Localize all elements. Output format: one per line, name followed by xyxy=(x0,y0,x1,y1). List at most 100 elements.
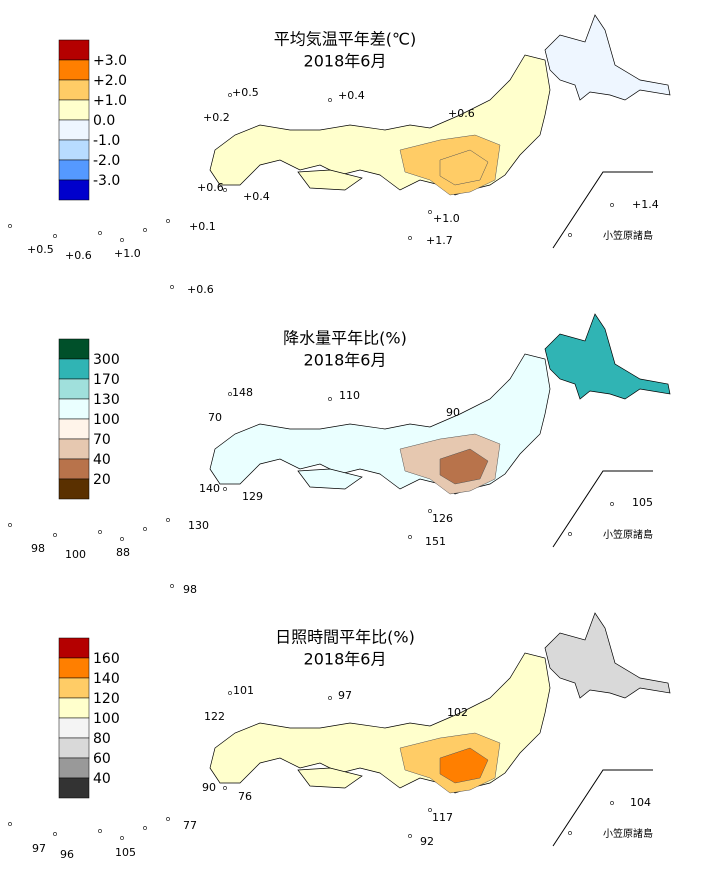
legend-swatch xyxy=(58,637,90,659)
station-value: 98 xyxy=(31,542,45,555)
shikoku xyxy=(297,767,363,789)
station-value: 105 xyxy=(632,496,653,509)
legend-swatch xyxy=(58,478,90,500)
legend-label: -3.0 xyxy=(93,173,120,189)
station-value: 76 xyxy=(238,790,252,803)
honshu xyxy=(209,353,551,495)
island xyxy=(8,224,12,228)
island xyxy=(98,530,102,534)
island xyxy=(120,537,124,541)
island xyxy=(170,584,174,588)
honshu xyxy=(209,54,551,196)
legend-label: 0.0 xyxy=(93,113,115,129)
island xyxy=(120,836,124,840)
legend-swatch xyxy=(58,677,90,699)
station-value: 140 xyxy=(199,482,220,495)
station-value: +0.4 xyxy=(243,190,270,203)
legend-swatch xyxy=(58,458,90,480)
hokkaido xyxy=(544,612,671,699)
region-core xyxy=(439,448,489,485)
island xyxy=(408,834,412,838)
legend-label: 120 xyxy=(93,691,120,707)
station-value: +1.0 xyxy=(114,247,141,260)
island xyxy=(568,532,572,536)
hokkaido xyxy=(544,14,671,101)
legend-label: 100 xyxy=(93,412,120,428)
island xyxy=(228,392,232,396)
station-value: +1.7 xyxy=(426,234,453,247)
legend-label: 130 xyxy=(93,392,120,408)
island xyxy=(610,502,614,506)
island xyxy=(53,832,57,836)
station-value: 90 xyxy=(446,406,460,419)
island xyxy=(170,285,174,289)
panel-title: 日照時間平年比(%) xyxy=(275,628,415,647)
legend-swatch xyxy=(58,358,90,380)
legend-label: -2.0 xyxy=(93,153,120,169)
legend-swatch xyxy=(58,39,90,61)
panel-subtitle: 2018年6月 xyxy=(304,52,387,71)
island xyxy=(328,397,332,401)
legend-swatch xyxy=(58,59,90,81)
legend-label: +1.0 xyxy=(93,93,127,109)
station-value: 122 xyxy=(204,710,225,723)
station-value: 117 xyxy=(432,811,453,824)
inset-border xyxy=(552,171,653,249)
legend-swatch xyxy=(58,697,90,719)
legend-swatch xyxy=(58,179,90,201)
inset-border xyxy=(552,470,653,548)
island xyxy=(53,533,57,537)
station-value: 102 xyxy=(447,706,468,719)
island xyxy=(166,817,170,821)
island xyxy=(228,93,232,97)
region-core xyxy=(439,149,489,186)
station-value: 97 xyxy=(32,842,46,855)
panel: 日照時間平年比(%) 2018年6月 160 140 120 100 80 60 40 小笠原諸島… xyxy=(8,612,671,861)
station-value: 98 xyxy=(183,583,197,596)
inset-label: 小笠原諸島 xyxy=(603,229,653,242)
island xyxy=(143,228,147,232)
station-value: +0.1 xyxy=(189,220,216,233)
station-value: 88 xyxy=(116,546,130,559)
legend-swatch xyxy=(58,99,90,121)
station-value: +0.5 xyxy=(232,86,259,99)
legend-label: 160 xyxy=(93,651,120,667)
island xyxy=(98,829,102,833)
station-value: 100 xyxy=(65,548,86,561)
station-value: +0.4 xyxy=(338,89,365,102)
island xyxy=(223,487,227,491)
legend-label: +2.0 xyxy=(93,73,127,89)
station-value: 77 xyxy=(183,819,197,832)
legend-label: 40 xyxy=(93,771,111,787)
legend-swatch xyxy=(58,657,90,679)
legend-swatch xyxy=(58,139,90,161)
island xyxy=(568,831,572,835)
panel-title: 平均気温平年差(℃) xyxy=(274,30,416,49)
station-value: 151 xyxy=(425,535,446,548)
island xyxy=(8,822,12,826)
island xyxy=(166,219,170,223)
legend-swatch xyxy=(58,119,90,141)
station-value: 90 xyxy=(202,781,216,794)
island xyxy=(143,527,147,531)
inset-border xyxy=(552,769,653,847)
panel: 平均気温平年差(℃) 2018年6月 +3.0 +2.0 +1.0 0.0 -1.0 -2.0… xyxy=(8,14,671,296)
station-value: 110 xyxy=(339,389,360,402)
island xyxy=(428,509,432,513)
legend-label: 80 xyxy=(93,731,111,747)
inset-label: 小笠原諸島 xyxy=(603,827,653,840)
legend-label: -1.0 xyxy=(93,133,120,149)
station-value: 101 xyxy=(233,684,254,697)
station-value: 96 xyxy=(60,848,74,861)
station-value: 126 xyxy=(432,512,453,525)
legend-swatch xyxy=(58,418,90,440)
legend-label: 170 xyxy=(93,372,120,388)
region-core xyxy=(439,747,489,784)
station-value: 70 xyxy=(208,411,222,424)
station-value: +0.5 xyxy=(27,243,54,256)
island xyxy=(223,786,227,790)
panel-subtitle: 2018年6月 xyxy=(304,351,387,370)
station-value: +0.6 xyxy=(65,249,92,262)
island xyxy=(53,234,57,238)
legend-label: 40 xyxy=(93,452,111,468)
